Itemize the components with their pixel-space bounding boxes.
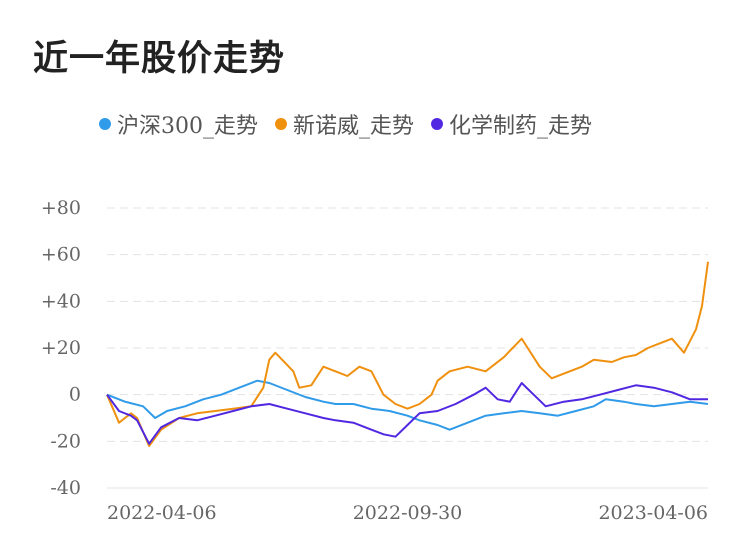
chart-title: 近一年股价走势	[33, 39, 286, 79]
y-tick-label: -20	[50, 430, 81, 452]
legend-label-newnovo: 新诺威_走势	[293, 114, 415, 139]
legend-dot-newnovo	[275, 118, 287, 130]
legend-label-csi300: 沪深300_走势	[117, 114, 258, 139]
legend-dot-csi300	[99, 118, 111, 130]
series-line-newnovo	[106, 261, 709, 447]
y-tick-label: +60	[41, 244, 81, 266]
x-tick-label: 2022-09-30	[353, 502, 463, 524]
legend-item-chem[interactable]: 化学制药_走势	[431, 108, 592, 140]
x-tick-label: 2022-04-06	[107, 502, 217, 524]
legend: 沪深300_走势 新诺威_走势 化学制药_走势	[99, 108, 609, 140]
legend-item-newnovo[interactable]: 新诺威_走势	[275, 108, 414, 140]
legend-item-csi300[interactable]: 沪深300_走势	[99, 108, 258, 140]
legend-label-chem: 化学制药_走势	[449, 114, 593, 139]
y-tick-label: +20	[41, 337, 81, 359]
legend-dot-chem	[431, 118, 444, 130]
series-lines	[106, 261, 709, 447]
x-axis-ticks: 2022-04-06 2022-09-30 2023-04-06	[107, 502, 708, 524]
y-tick-label: -40	[50, 477, 81, 499]
y-tick-label: 0	[69, 384, 81, 406]
x-tick-label: 2023-04-06	[598, 502, 708, 524]
y-tick-label: +80	[41, 197, 81, 219]
y-axis-ticks: +80 +60 +40 +20 0 -20 -40	[41, 197, 81, 499]
grid-lines	[107, 207, 708, 489]
series-line-chem	[106, 382, 708, 445]
series-line-csi300	[106, 379, 709, 431]
y-tick-label: +40	[41, 290, 81, 312]
